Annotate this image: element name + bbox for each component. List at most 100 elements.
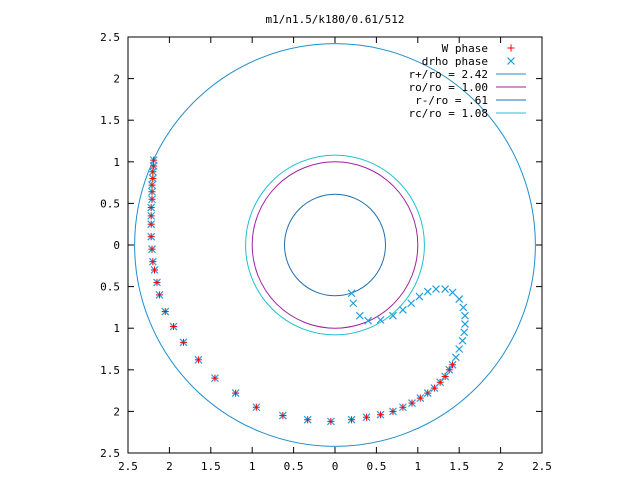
legend-marker bbox=[507, 44, 515, 52]
x-tick-label: 1 bbox=[414, 460, 421, 473]
drho-phase-point bbox=[448, 288, 457, 297]
w-phase-point bbox=[147, 220, 155, 228]
drho-phase-point bbox=[376, 315, 385, 324]
w-phase-point bbox=[211, 374, 219, 382]
x-tick-label: 0 bbox=[332, 460, 339, 473]
w-phase-point bbox=[362, 413, 370, 421]
drho-phase-point bbox=[423, 287, 432, 296]
w-phase-point bbox=[148, 181, 156, 189]
w-phase-point bbox=[348, 416, 356, 424]
w-phase-point bbox=[161, 308, 169, 316]
w-phase-point bbox=[416, 394, 424, 402]
w-phase-point bbox=[441, 372, 449, 380]
w-phase-point bbox=[149, 258, 157, 266]
w-phase-point bbox=[147, 212, 155, 220]
drho-phase-point bbox=[347, 289, 356, 298]
x-tick-label: 1.5 bbox=[449, 460, 469, 473]
w-phase-point bbox=[279, 412, 287, 420]
drho-phase-point bbox=[355, 311, 364, 320]
w-phase-point bbox=[194, 356, 202, 364]
w-phase-point bbox=[148, 195, 156, 203]
w-phase-point bbox=[408, 399, 416, 407]
w-phase-point bbox=[150, 266, 158, 274]
y-tick-label: 0 bbox=[113, 239, 120, 252]
legend-label: r-/ro = .61 bbox=[415, 94, 488, 107]
w-phase-point bbox=[147, 204, 155, 212]
legend-marker bbox=[507, 57, 515, 65]
y-tick-label: 0.5 bbox=[100, 197, 120, 210]
w-phase-point bbox=[445, 366, 453, 374]
x-tick-labels: 2.5 2 1.5 1 0.5 0 0.5 1 1.5 2 2.5 bbox=[118, 460, 552, 473]
w-phase-point bbox=[424, 389, 432, 397]
drho-phase-point bbox=[441, 285, 450, 294]
w-phase-point bbox=[327, 417, 335, 425]
w-phase-point bbox=[252, 403, 260, 411]
radius-circle bbox=[251, 161, 419, 329]
x-tick-label: 2 bbox=[166, 460, 173, 473]
w-phase-point bbox=[399, 403, 407, 411]
y-tick-label: 2 bbox=[113, 73, 120, 86]
x-tick-label: 0.5 bbox=[366, 460, 386, 473]
drho-phase-point bbox=[415, 292, 424, 301]
w-phase-point bbox=[153, 278, 161, 286]
y-tick-labels: 2.5 2 1.5 1 0.5 0 0.5 1 1.5 2 2.5 bbox=[100, 31, 120, 460]
w-phase-point bbox=[150, 162, 158, 170]
w-phase-point bbox=[148, 188, 156, 196]
w-phase-point bbox=[147, 233, 155, 241]
y-tick-label: 2.5 bbox=[100, 31, 120, 44]
w-phase-point bbox=[170, 323, 178, 331]
w-phase-point bbox=[232, 389, 240, 397]
data-points bbox=[147, 156, 469, 426]
w-phase-point bbox=[436, 378, 444, 386]
w-phase-point bbox=[377, 411, 385, 419]
drho-phase-point bbox=[407, 299, 416, 308]
w-phase-point bbox=[149, 168, 157, 176]
w-phase-point bbox=[148, 245, 156, 253]
y-tick-label: 0.5 bbox=[100, 281, 120, 294]
y-tick-label: 1 bbox=[113, 322, 120, 335]
drho-phase-point bbox=[432, 285, 440, 294]
y-tick-label: 1.5 bbox=[100, 364, 120, 377]
x-tick-label: 2.5 bbox=[118, 460, 138, 473]
w-phase-point bbox=[430, 384, 438, 392]
radius-circle bbox=[245, 154, 425, 336]
legend-label: drho phase bbox=[422, 55, 488, 68]
axis-ticks bbox=[127, 36, 543, 454]
y-tick-label: 2.5 bbox=[100, 447, 120, 460]
legend-label: rc/ro = 1.08 bbox=[409, 107, 488, 120]
y-tick-label: 1 bbox=[113, 156, 120, 169]
drho-phase-point bbox=[349, 299, 358, 308]
w-phase-point bbox=[389, 407, 397, 415]
chart-title: m1/n1.5/k180/0.61/512 bbox=[265, 13, 404, 26]
w-phase-point bbox=[155, 291, 163, 299]
x-tick-label: 0.5 bbox=[284, 460, 304, 473]
drho-phase-point bbox=[455, 295, 464, 304]
drho-phase-point bbox=[389, 311, 397, 320]
legend-label: ro/ro = 1.00 bbox=[409, 81, 488, 94]
w-phase-point bbox=[149, 174, 157, 182]
drho-phase-point bbox=[461, 311, 469, 320]
radius-circle bbox=[283, 193, 387, 297]
drho-phase-point bbox=[451, 353, 460, 362]
y-tick-label: 1.5 bbox=[100, 114, 120, 127]
x-tick-label: 1 bbox=[249, 460, 256, 473]
reference-circles bbox=[134, 43, 536, 447]
w-phase-point bbox=[449, 361, 457, 369]
w-phase-point bbox=[179, 338, 187, 346]
drho-phase-point bbox=[460, 328, 469, 337]
x-tick-label: 1.5 bbox=[201, 460, 221, 473]
drho-phase-point bbox=[459, 303, 468, 312]
w-phase-point bbox=[304, 416, 312, 424]
drho-phase-point bbox=[461, 320, 469, 328]
drho-phase-point bbox=[364, 316, 373, 325]
drho-phase-point bbox=[458, 336, 467, 345]
y-tick-label: 2 bbox=[113, 405, 120, 418]
drho-phase-point bbox=[398, 305, 407, 314]
legend-label: W phase bbox=[442, 42, 488, 55]
x-tick-label: 2.5 bbox=[532, 460, 552, 473]
drho-phase-point bbox=[455, 345, 464, 353]
legend-label: r+/ro = 2.42 bbox=[409, 68, 488, 81]
x-tick-label: 2 bbox=[497, 460, 504, 473]
